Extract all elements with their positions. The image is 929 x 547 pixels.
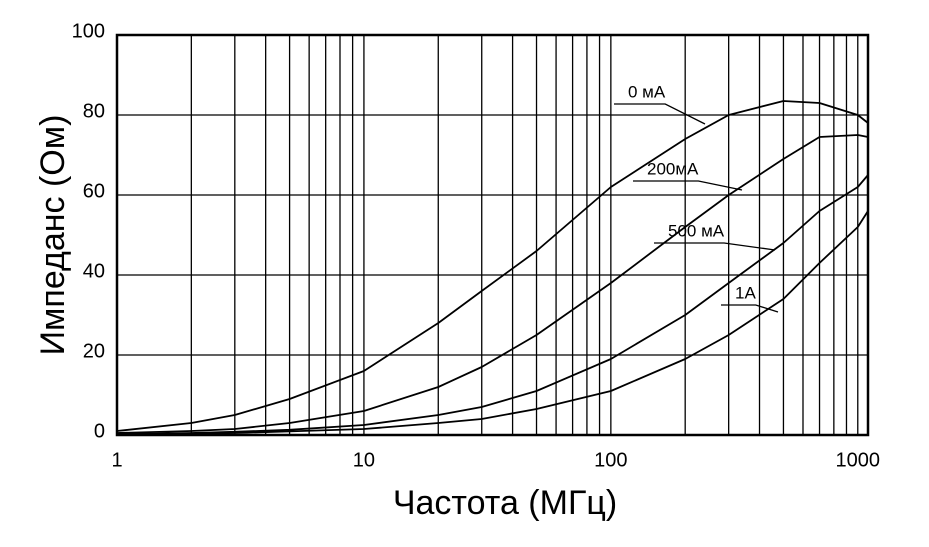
curve-label: 1A (735, 283, 756, 302)
y-tick-label: 20 (83, 340, 105, 362)
y-tick-label: 100 (72, 20, 105, 42)
x-tick-label: 100 (594, 449, 627, 471)
x-axis-label: Частота (МГц) (393, 484, 617, 522)
plot-frame (115, 33, 870, 437)
x-tick-label: 10 (353, 449, 375, 471)
curve-label: 0 мА (628, 82, 666, 101)
leader-line (633, 180, 743, 191)
leader-line (654, 242, 776, 251)
x-tick-label: 1000 (836, 449, 881, 471)
y-tick-label: 40 (83, 260, 105, 282)
x-tick-label: 1 (111, 449, 122, 471)
leader-line (721, 304, 779, 313)
data-line (116, 210, 869, 436)
data-line (116, 100, 869, 432)
curve-label: 200мА (647, 159, 699, 178)
data-line (116, 134, 869, 434)
leader-line (614, 103, 706, 125)
y-tick-label: 60 (83, 180, 105, 202)
curve-label: 500 мА (668, 221, 725, 240)
data-line (116, 174, 869, 436)
y-tick-label: 0 (94, 420, 105, 442)
y-axis-label: Импеданс (Ом) (34, 115, 72, 356)
y-tick-label: 80 (83, 100, 105, 122)
